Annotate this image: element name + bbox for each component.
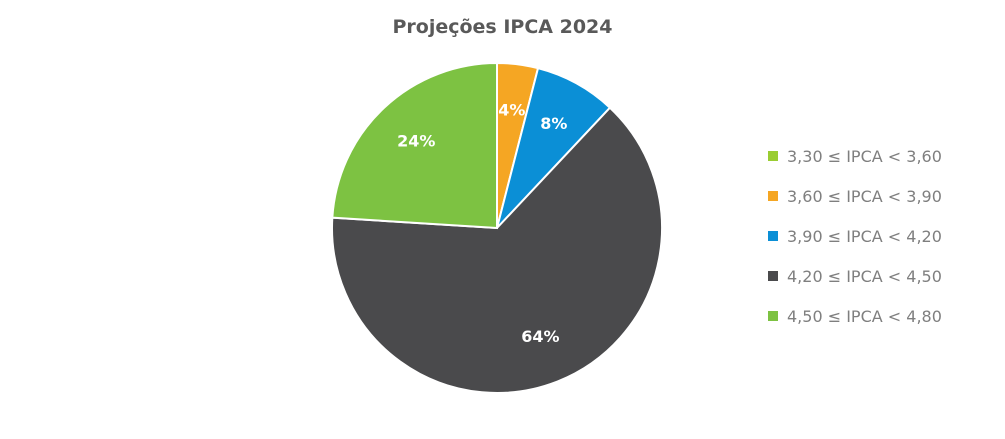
chart-title: Projeções IPCA 2024 (392, 16, 613, 38)
legend-label: 3,60 ≤ IPCA < 3,90 (787, 186, 942, 206)
pie-slice (331, 106, 663, 394)
legend-label: 3,90 ≤ IPCA < 4,20 (787, 226, 942, 246)
slice-data-label: 24% (397, 131, 435, 150)
legend-item: 4,20 ≤ IPCA < 4,50 (768, 256, 998, 296)
legend-swatch-icon (768, 311, 778, 321)
legend: 3,30 ≤ IPCA < 3,60 3,60 ≤ IPCA < 3,90 3,… (768, 136, 998, 336)
legend-item: 3,30 ≤ IPCA < 3,60 (768, 136, 998, 176)
legend-swatch-icon (768, 271, 778, 281)
slice-data-label: 64% (521, 327, 559, 346)
legend-item: 3,60 ≤ IPCA < 3,90 (768, 176, 998, 216)
legend-label: 4,20 ≤ IPCA < 4,50 (787, 266, 942, 286)
slice-data-label: 4% (498, 100, 525, 119)
legend-swatch-icon (768, 151, 778, 161)
pie-slice (331, 61, 498, 230)
legend-item: 4,50 ≤ IPCA < 4,80 (768, 296, 998, 336)
legend-swatch-icon (768, 191, 778, 201)
slice-data-label: 8% (540, 114, 567, 133)
legend-swatch-icon (768, 231, 778, 241)
legend-label: 4,50 ≤ IPCA < 4,80 (787, 306, 942, 326)
legend-item: 3,90 ≤ IPCA < 4,20 (768, 216, 998, 256)
legend-label: 3,30 ≤ IPCA < 3,60 (787, 146, 942, 166)
